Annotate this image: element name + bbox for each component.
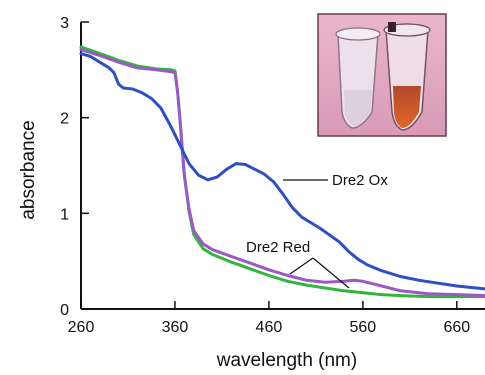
tube-photo-inset <box>317 13 447 137</box>
series-line-dre2-red <box>79 48 485 298</box>
x-axis-title: wavelength (nm) <box>216 350 357 371</box>
tick-group: 260 360 460 560 660 0 1 2 3 <box>60 15 470 336</box>
annotation-dre2-red-leader-2 <box>312 257 350 289</box>
y-tick-label: 2 <box>60 111 69 128</box>
y-tick-label: 1 <box>60 206 69 223</box>
annotation-dre2-red-leader-1 <box>289 257 314 275</box>
series-line-dre2-ox <box>79 52 485 291</box>
annotation-dre2-ox: Dre2 Ox <box>283 172 388 189</box>
x-tick-label: 260 <box>68 319 95 336</box>
x-tick-label: 560 <box>350 319 377 336</box>
annotation-dre2-ox-label: Dre2 Ox <box>332 172 388 189</box>
annotation-dre2-red-label: Dre2 Red <box>246 239 310 256</box>
x-tick-label: 360 <box>162 319 189 336</box>
y-tick-label: 3 <box>60 15 69 32</box>
series-group <box>79 45 485 299</box>
y-axis-title: absorbance <box>18 120 39 219</box>
x-tick-label: 660 <box>443 319 470 336</box>
x-tick-label: 460 <box>256 319 283 336</box>
annotation-dre2-red: Dre2 Red <box>246 239 350 289</box>
y-tick-label: 0 <box>60 302 69 319</box>
